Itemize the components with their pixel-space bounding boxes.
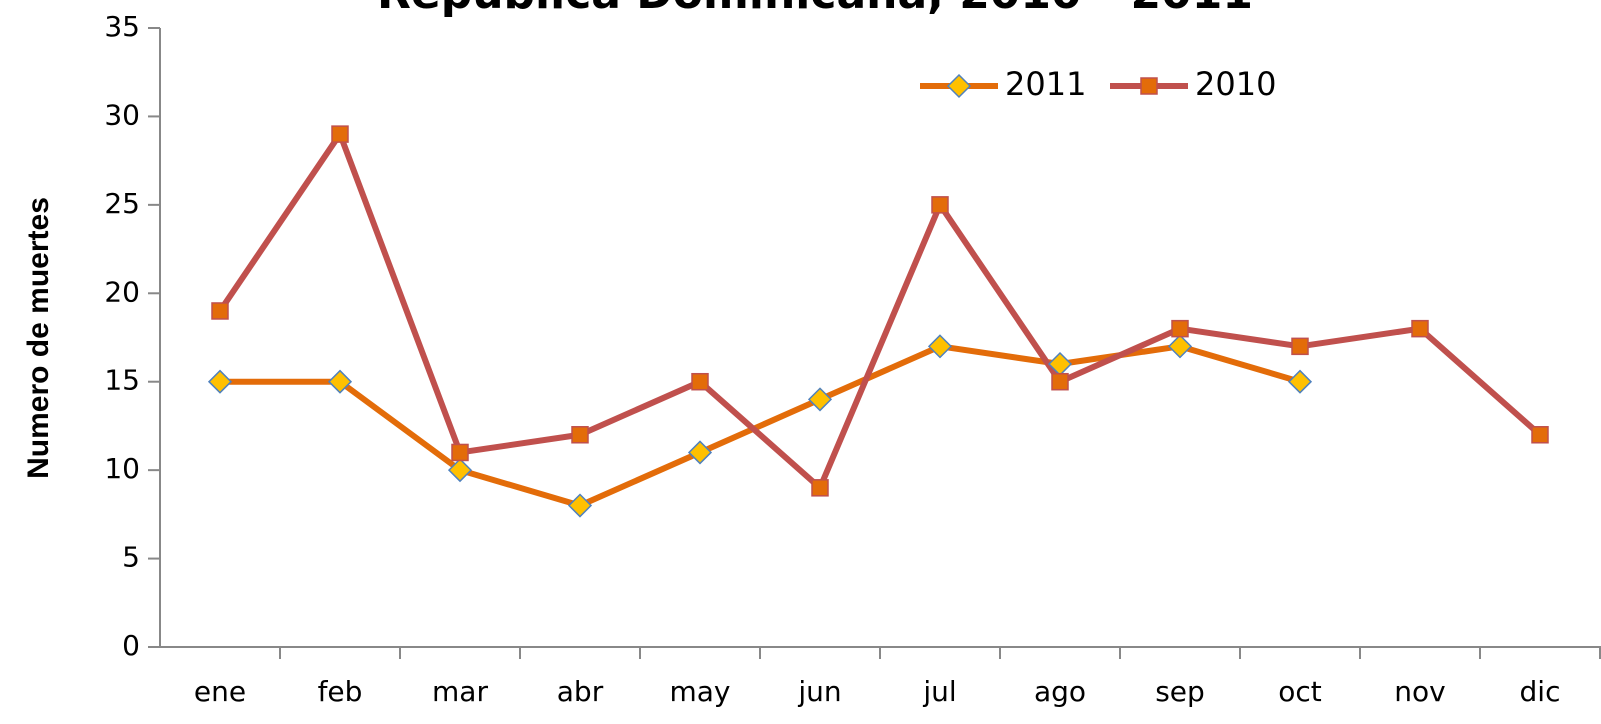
y-tick-label: 0	[122, 629, 140, 662]
series-line	[220, 343, 1301, 509]
x-tick-label: ene	[194, 675, 246, 708]
marker	[927, 334, 953, 359]
marker	[691, 372, 709, 391]
marker	[567, 493, 593, 518]
y-tick-label: 30	[104, 98, 140, 131]
x-tick-label: oct	[1278, 675, 1322, 708]
y-tick-label: 10	[104, 452, 140, 485]
marker	[571, 426, 589, 444]
marker	[1411, 319, 1429, 338]
legend-marker	[1140, 77, 1158, 95]
y-tick-label: 25	[104, 187, 140, 220]
x-tick-label: dic	[1520, 675, 1561, 708]
marker	[451, 443, 469, 462]
y-tick-label: 35	[104, 10, 140, 43]
marker	[207, 369, 233, 394]
legend-marker	[946, 73, 972, 99]
y-tick-label: 20	[104, 275, 140, 308]
series-line	[217, 131, 1542, 491]
x-tick-label: mar	[432, 675, 488, 708]
x-tick-label: jul	[922, 675, 956, 708]
legend-label: 2010	[1195, 65, 1276, 103]
x-tick-label: feb	[318, 675, 363, 708]
marker	[1051, 372, 1069, 391]
x-tick-label: may	[669, 675, 730, 708]
marker	[1167, 334, 1193, 359]
y-axis-label: Numero de muertes	[22, 197, 55, 479]
marker	[807, 387, 833, 412]
marker	[211, 302, 229, 320]
x-tick-label: abr	[557, 675, 604, 708]
x-tick-label: jun	[797, 675, 841, 708]
marker	[931, 196, 949, 214]
marker	[687, 440, 713, 465]
chart-title: República Dominicana, 2010 - 2011	[377, 0, 1253, 19]
y-tick-label: 15	[104, 364, 140, 397]
marker	[1291, 337, 1309, 356]
x-tick-label: nov	[1394, 675, 1445, 708]
x-tick-label: sep	[1155, 675, 1205, 708]
marker	[811, 479, 829, 497]
marker	[1531, 426, 1549, 444]
marker	[327, 369, 353, 394]
marker	[447, 458, 473, 483]
marker	[331, 125, 349, 143]
marker	[1287, 369, 1313, 394]
legend-label: 2011	[1005, 65, 1086, 103]
y-tick-label: 5	[122, 541, 140, 574]
marker	[1171, 319, 1189, 338]
x-tick-label: ago	[1034, 675, 1086, 708]
